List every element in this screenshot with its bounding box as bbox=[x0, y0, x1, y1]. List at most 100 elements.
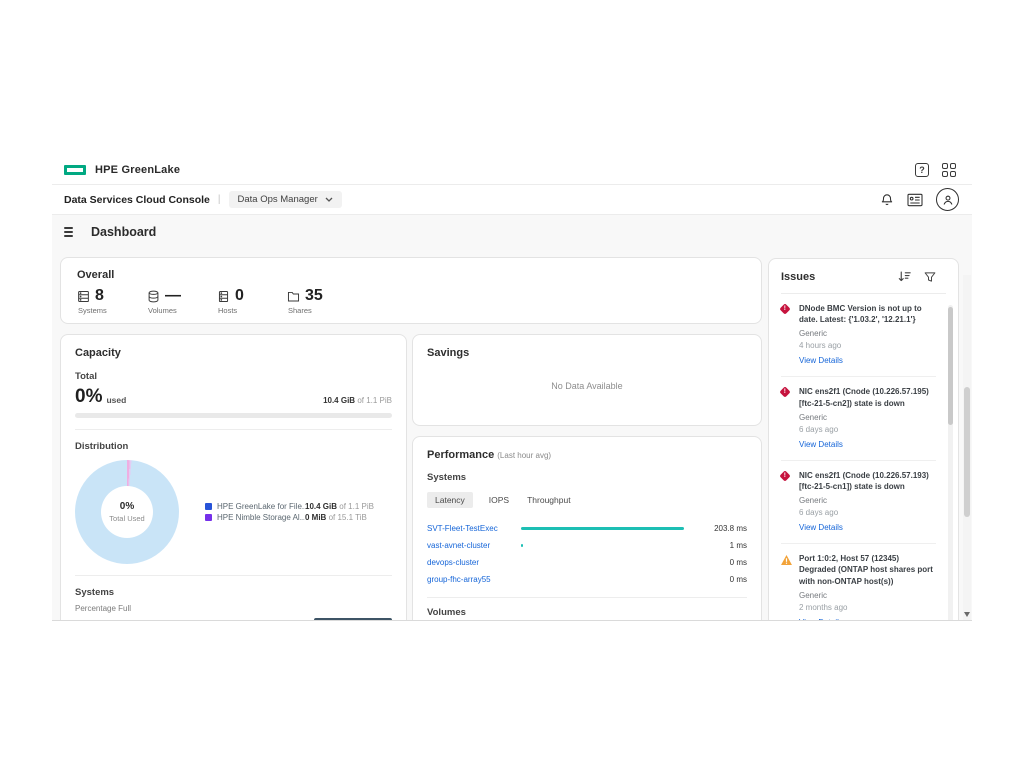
metric-hosts[interactable]: 0 Hosts bbox=[217, 288, 259, 316]
legend-name: HPE GreenLake for File... bbox=[217, 502, 305, 511]
capacity-systems-label: Systems bbox=[75, 587, 115, 598]
view-details-link[interactable]: View Details bbox=[799, 439, 843, 449]
critical-severity-icon: ! bbox=[779, 303, 791, 315]
percentage-full-histogram: 0 0 0 6 bbox=[75, 618, 392, 620]
latency-value: 0 ms bbox=[729, 558, 747, 567]
latency-bar bbox=[521, 527, 684, 530]
page-scrollbar-track[interactable] bbox=[963, 275, 971, 620]
issues-list: ! DNode BMC Version is not up to date. L… bbox=[779, 294, 936, 620]
latency-bar-zone bbox=[521, 544, 687, 547]
legend-amount: 10.4 GiB bbox=[305, 502, 338, 511]
performance-systems-label: Systems bbox=[427, 472, 467, 483]
app-selector-dropdown[interactable]: Data Ops Manager bbox=[228, 191, 342, 208]
latency-row: devops-cluster 0 ms bbox=[427, 554, 747, 571]
system-link[interactable]: SVT-Fleet-TestExec bbox=[427, 524, 498, 533]
divider bbox=[75, 575, 392, 576]
capacity-title: Capacity bbox=[75, 347, 121, 359]
view-details-link[interactable]: View Details bbox=[799, 356, 843, 366]
distribution-label: Distribution bbox=[75, 441, 129, 452]
latency-value: 1 ms bbox=[729, 541, 747, 550]
systems-icon bbox=[78, 290, 89, 302]
tab-iops[interactable]: IOPS bbox=[488, 495, 510, 505]
chevron-down-icon bbox=[325, 197, 333, 202]
issue-time: 6 days ago bbox=[799, 508, 839, 518]
app-selector-label: Data Ops Manager bbox=[237, 194, 318, 205]
issue-time: 4 hours ago bbox=[799, 341, 842, 351]
issue-time: 6 days ago bbox=[799, 424, 839, 434]
issue-title: NIC ens2f1 (Cnode (10.226.57.195) [ftc-2… bbox=[799, 387, 929, 408]
person-icon bbox=[943, 195, 952, 205]
legend-swatch-purple bbox=[205, 514, 212, 521]
latency-row: vast-avnet-cluster 1 ms bbox=[427, 537, 747, 554]
metric-shares[interactable]: 35 Shares bbox=[287, 288, 329, 315]
notifications-bell-icon[interactable] bbox=[880, 192, 894, 207]
overall-card: Overall 8 Systems — Volu bbox=[60, 257, 762, 324]
apps-grid-icon[interactable] bbox=[942, 162, 956, 177]
latency-bar bbox=[521, 544, 523, 547]
issue-category: Generic bbox=[799, 590, 828, 600]
divider bbox=[427, 597, 747, 598]
legend-swatch-blue bbox=[205, 503, 212, 510]
hosts-icon bbox=[218, 290, 229, 302]
user-avatar[interactable] bbox=[936, 188, 959, 211]
performance-title: Performance bbox=[427, 449, 495, 461]
header-actions: ? bbox=[915, 162, 956, 177]
hosts-label: Hosts bbox=[218, 306, 238, 315]
issue-item: ! NIC ens2f1 (Cnode (10.226.57.195) [ftc… bbox=[779, 377, 936, 461]
capacity-total-row: 0% used 10.4 GiB of 1.1 PiB bbox=[75, 387, 392, 406]
latency-chart: SVT-Fleet-TestExec 203.8 ms vast-avnet-c… bbox=[427, 520, 747, 588]
capacity-percent: 0% bbox=[75, 386, 103, 407]
system-link[interactable]: vast-avnet-cluster bbox=[427, 541, 491, 550]
capacity-amount: 10.4 GiB of 1.1 PiB bbox=[323, 396, 392, 405]
savings-empty-text: No Data Available bbox=[551, 381, 623, 391]
view-details-link[interactable]: View Details bbox=[799, 618, 843, 620]
system-link[interactable]: devops-cluster bbox=[427, 558, 480, 567]
overall-title: Overall bbox=[77, 269, 115, 281]
issues-header: Issues bbox=[781, 270, 946, 283]
greenlake-header: HPE GreenLake ? bbox=[52, 155, 972, 185]
issue-title: NIC ens2f1 (Cnode (10.226.57.193) [ftc-2… bbox=[799, 470, 929, 491]
issues-scrollbar-thumb[interactable] bbox=[948, 307, 953, 425]
critical-severity-icon: ! bbox=[779, 386, 791, 399]
page-scrollbar-thumb[interactable] bbox=[964, 387, 970, 517]
divider bbox=[75, 429, 392, 430]
console-title: Data Services Cloud Console bbox=[64, 193, 210, 206]
histogram-bucket-highlight[interactable]: 6 bbox=[314, 618, 392, 620]
donut-center-value: 0% bbox=[119, 501, 135, 512]
capacity-total-label: Total bbox=[75, 371, 97, 382]
hpe-element-logo-icon bbox=[64, 164, 86, 175]
help-icon[interactable]: ? bbox=[915, 162, 929, 177]
latency-bar-zone bbox=[521, 561, 687, 564]
issues-title: Issues bbox=[781, 270, 816, 283]
warning-severity-icon bbox=[781, 555, 792, 566]
volumes-count: — bbox=[165, 287, 181, 304]
system-link[interactable]: group-fhc-array55 bbox=[427, 575, 491, 584]
capacity-used-amount: 10.4 GiB bbox=[323, 396, 356, 405]
view-details-link[interactable]: View Details bbox=[799, 523, 843, 533]
metric-volumes[interactable]: — Volumes bbox=[147, 287, 189, 316]
tab-latency[interactable]: Latency bbox=[427, 492, 473, 508]
subheader-actions bbox=[880, 188, 959, 211]
legend-value: 10.4 GiB of 1.1 PiB bbox=[305, 502, 374, 511]
systems-count: 8 bbox=[95, 287, 104, 304]
latency-value: 0 ms bbox=[729, 575, 747, 584]
issue-category: Generic bbox=[799, 329, 828, 339]
brand: HPE GreenLake bbox=[64, 164, 180, 176]
issues-panel: Issues ! DNode BMC Version is not up to … bbox=[768, 258, 959, 620]
critical-severity-icon: ! bbox=[779, 470, 791, 482]
legend-amount: 0 MiB bbox=[305, 513, 327, 522]
tab-throughput[interactable]: Throughput bbox=[527, 495, 571, 505]
app-window: HPE GreenLake ? Data Services Cloud Cons… bbox=[52, 155, 972, 621]
issues-scrollbar-track[interactable] bbox=[948, 305, 953, 620]
menu-hamburger-icon[interactable] bbox=[62, 225, 75, 239]
systems-label: Systems bbox=[78, 306, 107, 315]
issue-item: ! DNode BMC Version is not up to date. L… bbox=[779, 294, 936, 378]
page-title: Dashboard bbox=[91, 225, 157, 239]
whats-new-icon[interactable] bbox=[907, 193, 923, 207]
filter-funnel-icon[interactable] bbox=[924, 271, 936, 283]
brand-name: HPE GreenLake bbox=[95, 163, 181, 176]
metric-systems[interactable]: 8 Systems bbox=[77, 287, 119, 316]
scroll-down-arrow-icon[interactable] bbox=[964, 612, 970, 617]
legend-name: HPE Nimble Storage Al... bbox=[217, 513, 305, 522]
sort-descending-icon[interactable] bbox=[898, 270, 911, 283]
